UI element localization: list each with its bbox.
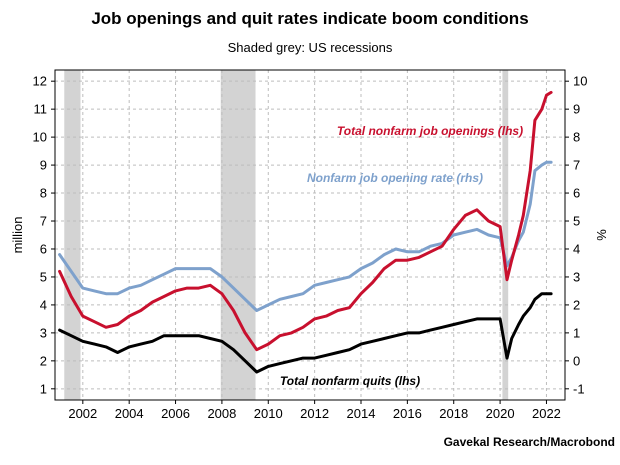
y2-tick-label: 5 (573, 214, 580, 229)
x-tick-label: 2008 (207, 406, 236, 421)
series-label-quits: Total nonfarm quits (lhs) (280, 374, 420, 388)
y2-tick-label: 3 (573, 269, 580, 284)
y-tick-label: 7 (40, 214, 47, 229)
y-tick-label: 11 (34, 102, 48, 117)
x-tick-label: 2020 (486, 406, 515, 421)
y2-tick-label: 6 (573, 186, 580, 201)
y2-tick-label: 10 (573, 74, 587, 89)
y-axis-label: million (10, 217, 25, 254)
y-tick-label: 10 (33, 130, 47, 145)
y-tick-label: 9 (40, 158, 47, 173)
y-tick-label: 8 (40, 186, 47, 201)
recession-band (64, 70, 81, 400)
y2-tick-label: 4 (573, 241, 580, 256)
chart-title: Job openings and quit rates indicate boo… (91, 9, 528, 28)
y-tick-label: 4 (40, 297, 47, 312)
x-tick-label: 2004 (115, 406, 144, 421)
series-lines (58, 90, 553, 374)
y2-tick-label: 2 (573, 297, 580, 312)
x-tick-label: 2018 (439, 406, 468, 421)
y2-tick-label: 9 (573, 102, 580, 117)
y2-tick-label: 0 (573, 353, 580, 368)
y-tick-label: 5 (40, 269, 47, 284)
x-tick-label: 2022 (532, 406, 561, 421)
x-tick-label: 2010 (254, 406, 283, 421)
series-line-2 (58, 292, 553, 374)
y2-axis-label: % (594, 229, 609, 241)
plot-frame (54, 69, 566, 401)
recession-shading (64, 70, 509, 400)
x-tick-label: 2014 (347, 406, 376, 421)
chart-subtitle: Shaded grey: US recessions (228, 40, 393, 55)
y2-tick-label: 1 (573, 325, 580, 340)
y-tick-label: 2 (40, 353, 47, 368)
recession-band (220, 70, 256, 400)
x-tick-label: 2016 (393, 406, 422, 421)
axis-ticks: 2002 2004 2006 2008 2010 2012 2014 2016 2018 2020… (33, 74, 588, 421)
y-tick-label: 1 (40, 381, 47, 396)
recession-band (502, 70, 509, 400)
series-line-0 (58, 90, 553, 352)
source-credit: Gavekal Research/Macrobond (444, 435, 615, 449)
series-label-opening-rate: Nonfarm job opening rate (rhs) (307, 171, 483, 185)
gridlines (55, 70, 565, 400)
y2-tick-label: 8 (573, 130, 580, 145)
x-tick-label: 2012 (300, 406, 329, 421)
x-tick-label: 2006 (161, 406, 190, 421)
y2-tick-label: -1 (573, 381, 585, 396)
x-tick-label: 2002 (68, 406, 97, 421)
series-label-job-openings: Total nonfarm job openings (lhs) (337, 124, 523, 138)
y-tick-label: 6 (40, 241, 47, 256)
y2-tick-label: 7 (573, 158, 580, 173)
series-line-1 (58, 160, 553, 312)
y-tick-label: 3 (40, 325, 47, 340)
y-tick-label: 12 (33, 74, 47, 89)
